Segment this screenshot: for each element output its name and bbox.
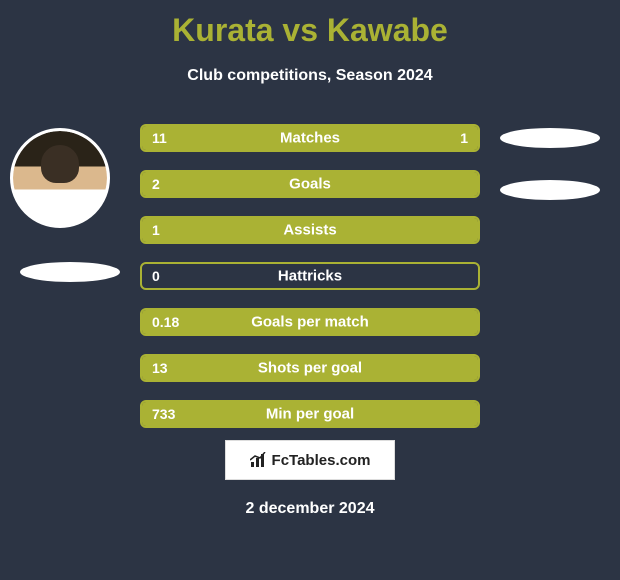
stat-value-left: 733 (152, 406, 175, 422)
stat-row-goals: 2 Goals (140, 170, 480, 198)
stat-value-left: 1 (152, 222, 160, 238)
stat-label: Min per goal (266, 406, 354, 423)
chart-icon (250, 452, 268, 468)
stat-label: Goals per match (251, 314, 369, 331)
stats-container: 11 Matches 1 2 Goals 1 Assists 0 Hattric… (140, 124, 480, 446)
stat-row-spg: 13 Shots per goal (140, 354, 480, 382)
page-title: Kurata vs Kawabe (0, 0, 620, 49)
player-left-name-placeholder (20, 262, 120, 282)
player-right-name-placeholder (500, 180, 600, 200)
stat-value-left: 13 (152, 360, 168, 376)
stat-row-mpg: 733 Min per goal (140, 400, 480, 428)
stat-label: Assists (283, 222, 336, 239)
footer-logo-text: FcTables.com (272, 452, 371, 469)
stat-label: Shots per goal (258, 360, 362, 377)
stat-label: Matches (280, 130, 340, 147)
stat-value-left: 0.18 (152, 314, 179, 330)
stat-value-left: 11 (152, 130, 167, 146)
page-subtitle: Club competitions, Season 2024 (0, 67, 620, 85)
stat-value-left: 0 (152, 268, 160, 284)
stat-row-matches: 11 Matches 1 (140, 124, 480, 152)
stat-row-assists: 1 Assists (140, 216, 480, 244)
footer-logo: FcTables.com (225, 440, 395, 480)
stat-value-right: 1 (460, 130, 468, 146)
stat-fill-left (142, 126, 407, 150)
stat-row-gpm: 0.18 Goals per match (140, 308, 480, 336)
player-left-avatar (10, 128, 110, 228)
player-right-avatar-placeholder (500, 128, 600, 148)
stat-value-left: 2 (152, 176, 160, 192)
stat-row-hattricks: 0 Hattricks (140, 262, 480, 290)
stat-label: Hattricks (278, 268, 342, 285)
footer-date: 2 december 2024 (246, 500, 375, 518)
stat-label: Goals (289, 176, 331, 193)
